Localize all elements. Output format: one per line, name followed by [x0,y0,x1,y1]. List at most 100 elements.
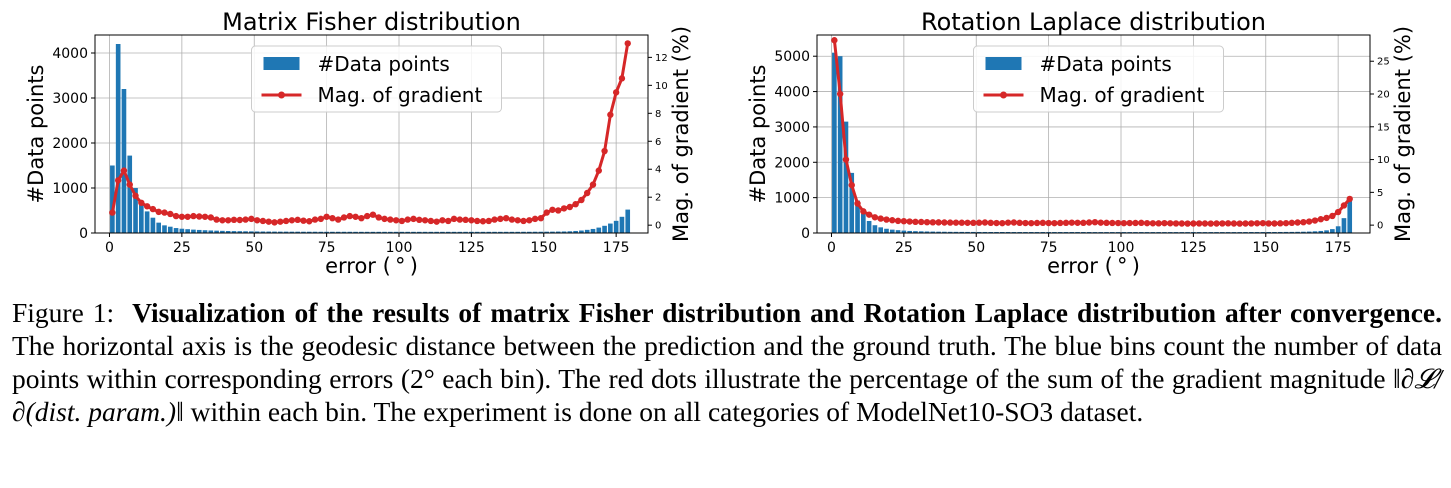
y2-axis-label: Mag. of gradient (%) [669,26,693,242]
bar [364,231,370,233]
gradient-point [537,214,545,222]
gradient-point [1022,219,1029,227]
bar [185,229,190,233]
bar [492,231,497,233]
gradient-point [1062,219,1070,227]
bar [341,231,347,233]
gradient-point [987,219,994,227]
bar [150,217,156,233]
bar [907,230,912,233]
gradient-point [889,217,896,224]
gradient-point [126,181,133,188]
bar [382,231,387,233]
gradient-point [514,217,521,224]
gradient-point [1282,219,1290,227]
gradient-point [607,111,614,118]
gradient-point [871,214,879,221]
gradient-point [1051,219,1058,227]
chart-matrix-fisher: 0 25 50 75 100 125 150 175 0 1000 2000 3000 4000 0 2 4 6… [24,8,693,278]
bar [942,231,947,233]
bar [457,231,463,233]
gradient-point [433,218,440,225]
bar [405,231,411,233]
y2-tick-label: 10 [1377,155,1390,166]
bar [428,231,434,233]
gradient-point [1114,219,1122,227]
bar [959,231,965,233]
y2-axis-label: Mag. of gradient (%) [1391,26,1415,242]
gradient-point [271,219,278,226]
chart-title: Matrix Fisher distribution [222,8,521,36]
x-tick-label: 125 [458,240,485,256]
y-tick-label: 4000 [774,85,810,101]
gradient-point [589,181,597,188]
bar [837,56,843,233]
bar [243,231,248,233]
gradient-point [335,216,342,223]
gradient-point [277,218,284,225]
gradient-point [1045,219,1052,227]
bar [832,52,837,233]
gradient-point [1167,220,1174,227]
bar [156,222,162,233]
gradient-point [219,217,226,224]
y-tick-label: 0 [801,226,810,242]
gradient-point [381,215,388,223]
gradient-point [439,217,446,224]
bar [544,231,549,233]
bar [930,231,936,233]
gradient-point [1190,220,1197,227]
gradient-point [282,217,290,225]
x-tick-label: 75 [1040,240,1058,256]
bar [965,231,970,233]
gradient-point [952,219,960,226]
gradient-point [1109,219,1116,227]
gradient-point [520,217,527,225]
bar [440,231,445,233]
gradient-point [993,219,1000,227]
y2-tick-label: 0 [655,221,661,232]
bar [133,188,138,233]
gradient-point [1259,219,1267,227]
gradient-point [288,217,296,224]
gradient-point [842,156,850,163]
gradient-point [387,216,394,223]
y2-tick-label: 0 [1377,221,1383,232]
x-tick-label: 25 [173,240,191,256]
gradient-point [1004,219,1012,226]
bar [162,225,167,233]
bar [866,220,872,233]
x-tick-label: 125 [1180,240,1207,256]
bar [947,231,953,233]
gradient-point [190,212,197,220]
gradient-point [445,217,452,225]
y2-tick-label: 2 [655,193,661,204]
bar [895,230,901,233]
bar [312,231,318,233]
chart-title: Rotation Laplace distribution [921,8,1266,36]
bar [538,231,544,233]
bar [971,231,976,233]
gradient-point [178,213,186,220]
gradient-point [410,215,417,223]
gradient-point [1143,219,1151,227]
bar [1306,231,1312,233]
caption-text-2: within each bin. The experiment is done … [190,396,1144,427]
gradient-point [1305,218,1313,225]
bar [976,231,982,233]
bar [469,231,474,233]
gradient-point [213,216,220,223]
y2-tick-label: 12 [655,53,668,64]
gradient-point [346,212,353,220]
x-tick-label: 50 [967,240,985,256]
bar [393,231,399,233]
bar [924,231,930,233]
gradient-point [1033,219,1041,227]
y2-tick-label: 20 [1377,90,1390,101]
gradient-point [375,214,382,221]
gradient-point [172,212,180,220]
gradient-point [224,217,232,224]
y-tick-label: 3000 [774,120,810,136]
gradient-point [1236,220,1243,227]
bar [289,231,295,233]
